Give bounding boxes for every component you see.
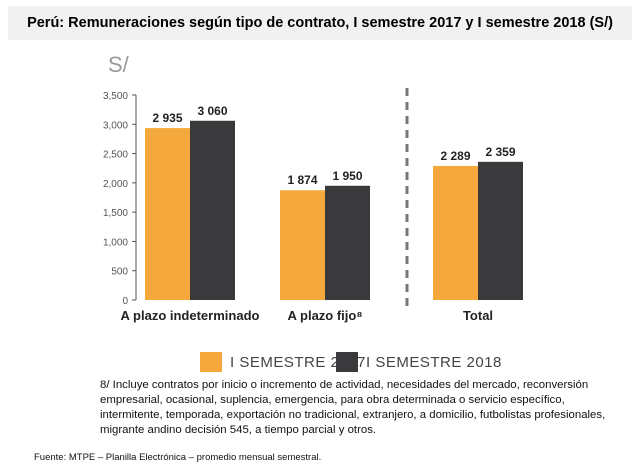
y-tick-label: 3,000: [103, 120, 128, 131]
y-tick-label: 2,000: [103, 179, 128, 190]
bar: [280, 190, 325, 300]
legend-swatch-2017: [200, 352, 222, 372]
bar: [433, 165, 478, 300]
currency-label: S/: [108, 52, 130, 77]
data-label: 1 950: [332, 169, 362, 183]
legend-item-2018: I SEMESTRE 2018: [336, 352, 502, 372]
bar: [190, 120, 235, 301]
source-note: Fuente: MTPE – Planilla Electrónica – pr…: [34, 452, 322, 463]
legend-item-2017: I SEMESTRE 2017: [200, 352, 366, 372]
data-label: 1 874: [287, 173, 317, 187]
data-label: 2 935: [152, 111, 182, 125]
bar: [478, 161, 523, 300]
chart-title: Perú: Remuneraciones según tipo de contr…: [27, 15, 613, 31]
footnote: 8/ Incluye contratos por inicio o increm…: [100, 379, 606, 436]
category-label: A plazo fijo⁸: [288, 308, 363, 323]
y-tick-label: 500: [111, 267, 128, 278]
y-tick-label: 1,000: [103, 237, 128, 248]
legend-label-2018: I SEMESTRE 2018: [366, 353, 502, 371]
y-tick-label: 3,500: [103, 91, 128, 102]
legend-label-2017: I SEMESTRE 2017: [230, 353, 366, 371]
data-label: 3 060: [197, 104, 227, 118]
title-band: Perú: Remuneraciones según tipo de contr…: [8, 6, 632, 40]
bar: [145, 128, 190, 300]
y-tick-label: 2,500: [103, 150, 128, 161]
bar: [325, 185, 370, 300]
y-tick-label: 0: [122, 296, 128, 307]
category-label: Total: [463, 308, 493, 323]
bar-chart: S/0 500 1,000 1,500 2,000 2,500 3,000 3,500 2 93…: [103, 52, 523, 323]
legend-swatch-2018: [336, 352, 358, 372]
category-label: A plazo indeterminado: [121, 308, 260, 323]
y-tick-label: 1,500: [103, 208, 128, 219]
data-label: 2 359: [485, 145, 515, 159]
data-label: 2 289: [440, 149, 470, 163]
